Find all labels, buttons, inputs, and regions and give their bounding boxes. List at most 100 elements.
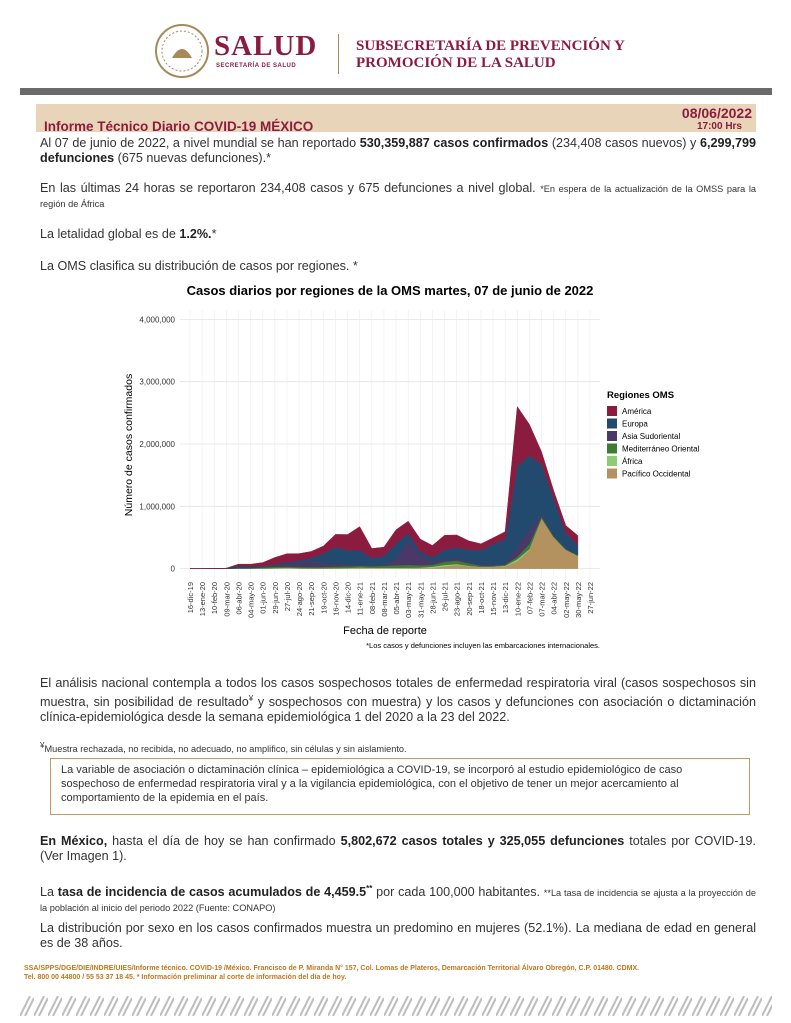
logo-emblem — [155, 24, 209, 78]
chart-note: *Los casos y defunciones incluyen las em… — [366, 641, 600, 650]
header-bar — [20, 88, 772, 95]
chart-title: Casos diarios por regiones de la OMS mar… — [187, 283, 594, 298]
text: En México, — [40, 834, 108, 848]
x-tick-label: 08-feb-21 — [368, 582, 377, 614]
agency: SUBSECRETARÍA DE PREVENCIÓN Y PROMOCIÓN D… — [356, 38, 625, 72]
text: ¥ — [248, 694, 254, 703]
footer: SSA/SPPS/DGE/DIE/INDRE/UIES/Informe técn… — [24, 964, 764, 982]
x-tick-label: 13-ene-20 — [198, 582, 207, 616]
x-tick-label: 03-may-21 — [404, 582, 413, 618]
text: 530,359,887 casos confirmados — [359, 136, 549, 150]
legend-swatch — [607, 406, 617, 416]
x-tick-label: 02-may-22 — [562, 582, 571, 618]
legend-swatch — [607, 456, 617, 466]
paragraph: La OMS clasifica su distribución de caso… — [40, 259, 756, 274]
x-tick-label: 09-mar-20 — [222, 582, 231, 617]
paragraph: La distribución por sexo en los casos co… — [40, 921, 756, 950]
x-tick-label: 13-dic-21 — [501, 582, 510, 613]
y-axis-label: Número de casos confirmados — [123, 374, 135, 516]
text: 1.2%. — [179, 227, 212, 241]
x-tick-label: 19-oct-20 — [319, 582, 328, 614]
text: **La tasa de incidencia se ajusta a la p… — [40, 888, 756, 914]
footnote: ¥Muestra rechazada, no recibida, no adec… — [40, 738, 756, 757]
paragraph: En México, hasta el día de hoy se han co… — [40, 834, 756, 864]
x-tick-label: 31-may-21 — [416, 582, 425, 618]
paragraph: Al 07 de junio de 2022, a nivel mundial … — [40, 136, 756, 166]
text: La — [40, 885, 58, 900]
agency-line: SUBSECRETARÍA DE PREVENCIÓN Y — [356, 38, 625, 54]
text: tasa de incidencia de casos acumulados d… — [57, 885, 367, 900]
title-band: Informe Técnico Diario COVID-19 MÉXICO 0… — [36, 104, 756, 134]
x-tick-label: 11-ene-21 — [356, 582, 365, 616]
paragraph: La tasa de incidencia de casos acumulado… — [40, 882, 756, 915]
x-tick-label: 27-jul-20 — [283, 582, 292, 611]
legend-label: América — [622, 407, 652, 416]
x-tick-label: 18-oct-21 — [477, 582, 486, 614]
logo-subtitle: SECRETARÍA DE SALUD — [216, 63, 297, 69]
text: * — [211, 227, 217, 241]
paragraph: La letalidad global es de 1.2%.* — [40, 227, 756, 242]
legend-swatch — [607, 443, 617, 454]
footer-line: Tel. 800 00 44800 / 55 53 37 18 45. * In… — [24, 974, 347, 981]
x-tick-label: 04-may-20 — [247, 582, 256, 618]
x-tick-label: 29-jun-20 — [271, 582, 280, 614]
agency-line: PROMOCIÓN DE LA SALUD — [356, 55, 556, 71]
legend-label: África — [622, 457, 643, 466]
text: ¥ — [40, 741, 45, 750]
y-tick-label: 3,000,000 — [139, 378, 175, 387]
legend-label: Asia Sudoriental — [622, 432, 680, 441]
y-tick-label: 2,000,000 — [139, 440, 175, 449]
x-tick-label: 07-feb-22 — [525, 582, 534, 614]
text: Al 07 de junio de 2022, a nivel mundial … — [40, 136, 360, 150]
text: En las últimas 24 horas se reportaron 23… — [40, 181, 541, 195]
legend-label: Europa — [622, 420, 648, 429]
x-tick-label: 15-nov-21 — [489, 582, 498, 616]
text: y sospechosos con muestra) y los casos y… — [40, 695, 756, 725]
text: Muestra rechazada, no recibida, no adecu… — [44, 744, 407, 755]
text: La letalidad global es de — [40, 227, 180, 241]
footer-line: SSA/SPPS/DGE/DIE/INDRE/UIES/Informe técn… — [24, 965, 640, 972]
x-tick-label: 30-may-22 — [574, 582, 583, 618]
text: (234,408 casos nuevos) y — [548, 136, 700, 150]
x-tick-label: 28-jun-21 — [428, 582, 437, 614]
x-tick-label: 08-mar-21 — [380, 582, 389, 617]
x-tick-label: 20-sep-21 — [465, 582, 474, 616]
x-tick-label: 10-feb-20 — [210, 582, 219, 614]
legend-swatch — [607, 431, 617, 441]
x-tick-label: 27-jun-22 — [586, 582, 595, 614]
report-title: Informe Técnico Diario COVID-19 MÉXICO — [44, 119, 314, 134]
legend-swatch — [607, 418, 617, 429]
y-tick-label: 1,000,000 — [139, 502, 175, 511]
text: totales por COVID-19. (Ver Imagen 1). — [40, 834, 756, 863]
legend-swatch — [607, 468, 617, 479]
paragraph: El análisis nacional contempla a todos l… — [40, 676, 756, 725]
x-tick-label: 23-ago-21 — [453, 582, 462, 616]
y-tick-label: 4,000,000 — [139, 315, 175, 324]
text: (675 nuevas defunciones).* — [114, 151, 272, 165]
text: 6,299,799 defunciones — [40, 136, 756, 165]
report-date: 08/06/2022 — [681, 105, 752, 121]
text: *En espera de la actualización de la OMS… — [40, 184, 756, 209]
note-box: La variable de asociación o dictaminació… — [50, 758, 750, 815]
x-tick-label: 14-dic-20 — [344, 582, 353, 613]
y-tick-label: 0 — [171, 565, 176, 574]
text: 5,802,672 casos totales y 325,055 defunc… — [340, 834, 625, 848]
x-tick-label: 10-ene-22 — [513, 582, 522, 616]
chart: Casos diarios por regiones de la OMS mar… — [123, 283, 700, 650]
x-tick-label: 06-abr-20 — [234, 582, 243, 615]
legend-label: Mediterráneo Oriental — [622, 445, 700, 454]
x-tick-label: 05-abr-21 — [392, 582, 401, 615]
text: hasta el día de hoy se han confirmado — [107, 834, 341, 848]
x-tick-label: 26-jul-21 — [441, 582, 450, 611]
report-time: 17:00 Hrs — [696, 121, 742, 132]
x-tick-label: 16-dic-19 — [186, 582, 195, 613]
text: ** — [366, 884, 373, 893]
x-tick-label: 21-sep-20 — [307, 582, 316, 616]
x-tick-label: 16-nov-20 — [331, 582, 340, 616]
legend-label: Pacífico Occidental — [622, 470, 691, 479]
legend-title: Regiones OMS — [607, 390, 674, 401]
x-axis-label: Fecha de reporte — [343, 625, 427, 637]
divider — [338, 34, 339, 74]
logo-title: SALUD — [214, 30, 318, 62]
